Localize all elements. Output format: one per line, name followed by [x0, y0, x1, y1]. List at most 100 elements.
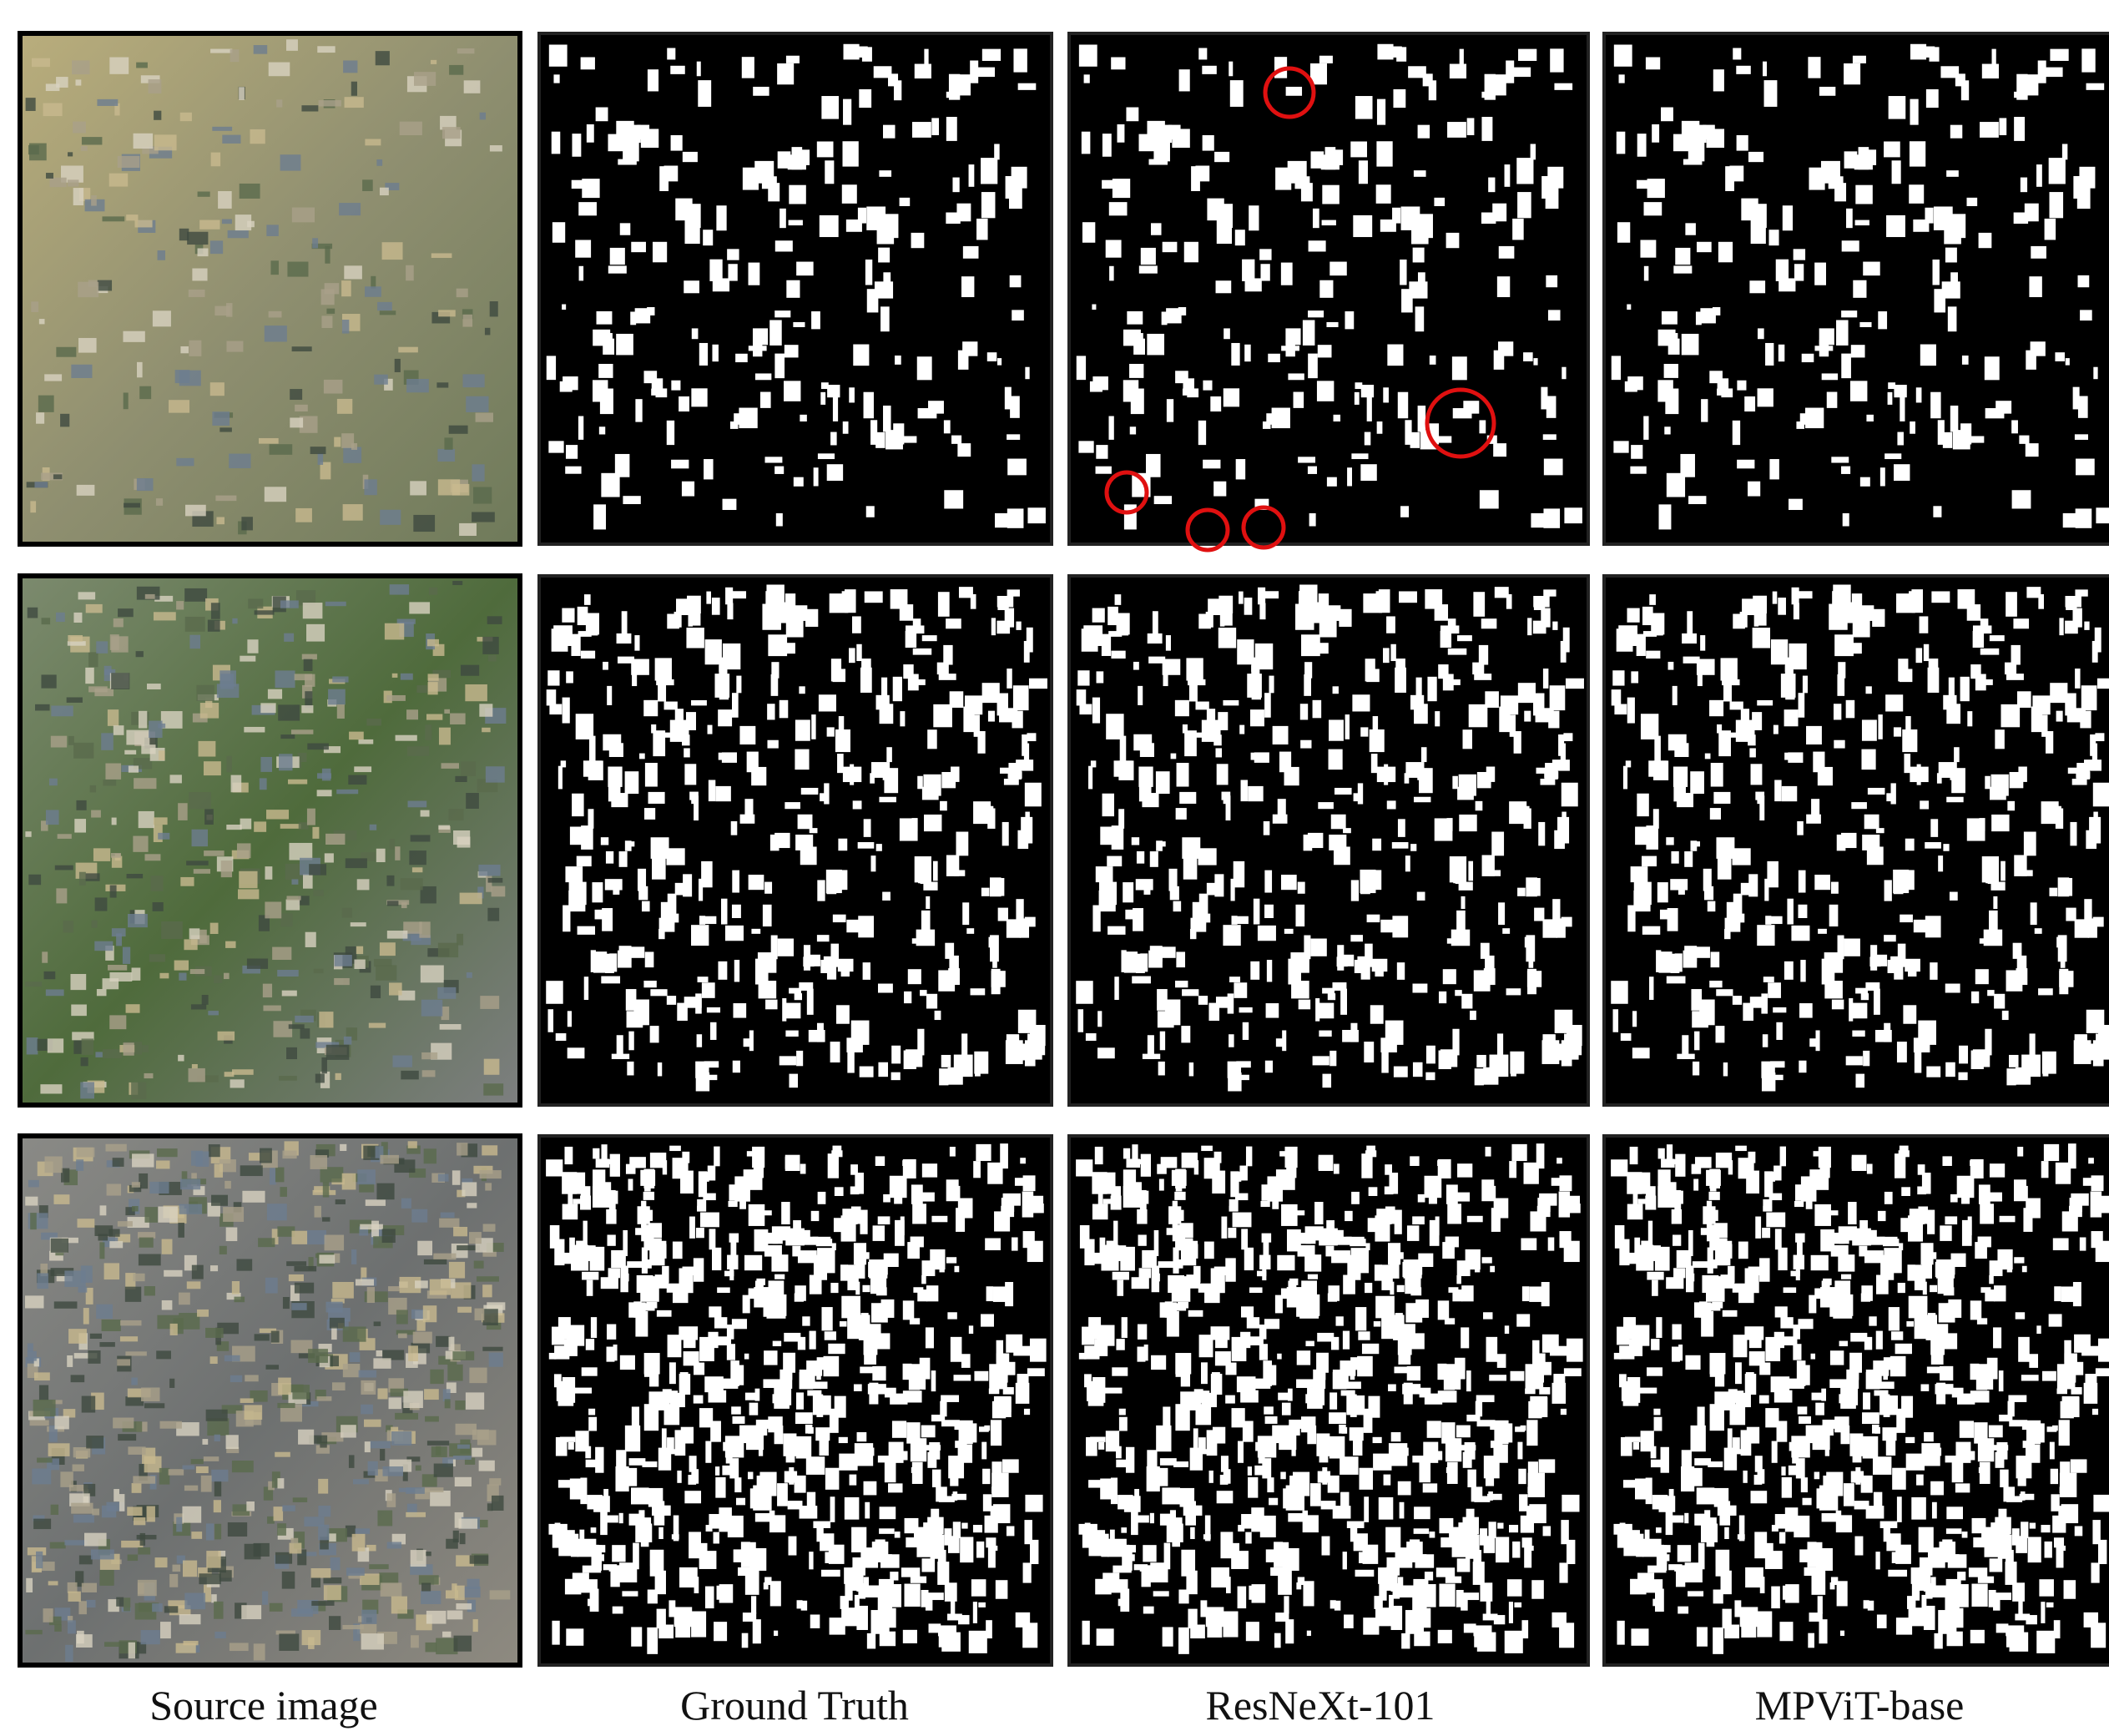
building-mask — [2075, 919, 2089, 937]
building-mask — [1370, 1547, 1375, 1552]
building-mask — [1521, 1239, 1536, 1251]
building-mask — [628, 1032, 633, 1051]
building-mask — [835, 1547, 840, 1552]
building-mask — [876, 844, 882, 851]
image-texture — [269, 63, 290, 77]
image-texture — [170, 1324, 178, 1335]
building-mask — [1905, 716, 1910, 739]
building-mask — [1550, 48, 1563, 72]
building-mask — [680, 1372, 689, 1392]
image-texture — [293, 1497, 307, 1502]
image-texture — [214, 306, 230, 315]
building-mask — [1869, 1316, 1876, 1325]
building-mask — [810, 1614, 820, 1628]
image-texture — [71, 1005, 87, 1017]
building-mask — [723, 499, 737, 510]
building-mask — [912, 1204, 926, 1224]
image-texture — [25, 1630, 42, 1634]
building-mask — [929, 1442, 940, 1460]
building-mask — [2003, 1486, 2015, 1501]
building-mask — [1234, 861, 1245, 887]
building-mask — [2080, 711, 2091, 729]
image-texture — [245, 1405, 263, 1420]
building-mask — [2084, 899, 2091, 920]
building-mask — [1795, 1184, 1802, 1201]
building-mask — [938, 970, 955, 991]
building-mask — [1092, 305, 1096, 310]
building-mask — [1539, 1194, 1557, 1206]
building-mask — [1863, 1051, 1869, 1066]
building-mask — [1244, 598, 1253, 615]
building-mask — [871, 1333, 890, 1349]
image-texture — [222, 220, 232, 225]
image-texture — [218, 1032, 235, 1041]
building-mask — [1801, 1176, 1817, 1201]
building-mask — [1117, 623, 1129, 635]
building-mask — [1407, 1225, 1419, 1241]
building-mask — [1350, 935, 1363, 941]
image-texture — [365, 286, 381, 296]
building-mask — [1329, 719, 1344, 740]
building-mask — [658, 929, 664, 939]
building-mask — [1841, 467, 1850, 474]
building-mask — [749, 1403, 759, 1416]
building-mask — [723, 643, 740, 669]
building-mask — [1243, 1421, 1254, 1442]
image-texture — [396, 1310, 408, 1324]
building-mask — [950, 1475, 958, 1486]
image-texture — [416, 685, 427, 693]
building-mask — [734, 1477, 741, 1492]
building-mask — [1666, 1511, 1673, 1535]
image-texture — [289, 843, 312, 860]
image-texture — [349, 1455, 355, 1467]
building-mask — [705, 1587, 714, 1608]
building-mask — [1115, 594, 1122, 605]
building-mask — [1524, 711, 1531, 722]
building-mask — [1216, 280, 1232, 293]
building-mask — [1957, 1394, 1975, 1405]
image-texture — [156, 1161, 170, 1169]
building-mask — [1283, 1488, 1300, 1508]
building-mask — [922, 1558, 936, 1572]
building-mask — [679, 396, 689, 411]
building-mask — [850, 1475, 857, 1486]
building-mask — [1979, 1184, 1990, 1204]
image-texture — [179, 1293, 190, 1305]
image-texture — [73, 122, 86, 134]
building-mask — [1711, 763, 1723, 787]
building-mask — [878, 984, 893, 993]
building-mask — [1182, 837, 1200, 859]
building-mask — [1550, 1346, 1567, 1356]
image-texture — [119, 1494, 124, 1511]
image-texture — [277, 970, 299, 976]
image-texture — [78, 1601, 87, 1614]
building-mask — [618, 951, 632, 968]
building-mask — [2013, 618, 2029, 628]
building-mask — [821, 1570, 840, 1577]
building-mask — [1735, 1362, 1742, 1384]
building-mask — [1385, 1021, 1404, 1045]
building-mask — [1707, 129, 1724, 148]
building-mask — [2031, 707, 2042, 733]
image-texture — [68, 152, 73, 156]
image-texture — [395, 846, 400, 860]
image-texture — [330, 1557, 341, 1570]
building-mask — [1410, 1156, 1419, 1166]
image-texture — [436, 382, 448, 387]
image-texture — [376, 849, 386, 862]
building-mask — [865, 591, 883, 603]
image-texture — [303, 603, 323, 618]
image-texture — [361, 1610, 376, 1624]
building-mask — [1894, 727, 1901, 736]
building-mask — [956, 204, 971, 222]
building-mask — [989, 937, 994, 948]
building-mask — [2007, 801, 2015, 810]
image-texture — [279, 1633, 299, 1650]
image-texture — [230, 1079, 245, 1088]
building-mask — [1647, 1272, 1663, 1280]
building-mask — [1395, 1210, 1402, 1234]
building-mask — [1329, 1051, 1336, 1066]
building-mask — [1791, 926, 1809, 941]
building-mask — [849, 648, 855, 663]
building-mask — [825, 160, 834, 184]
